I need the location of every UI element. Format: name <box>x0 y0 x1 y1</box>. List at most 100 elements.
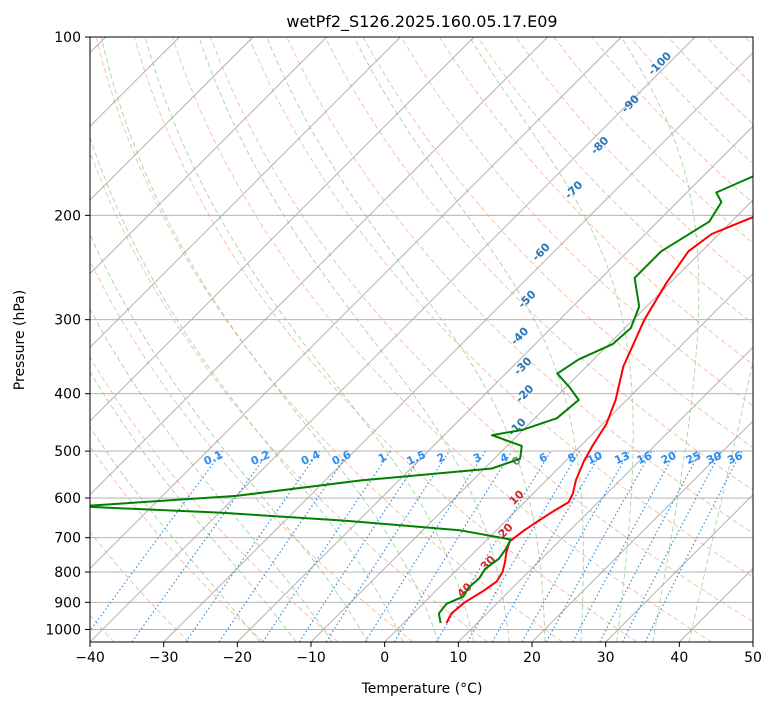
moist-adiabat <box>90 135 404 642</box>
dry-adiabat <box>400 37 753 407</box>
isotherm-line <box>90 37 475 422</box>
x-axis-title: Temperature (°C) <box>361 681 483 697</box>
x-tick-label: −40 <box>75 650 105 666</box>
profile-series <box>90 175 753 624</box>
x-tick-label: 20 <box>523 650 541 666</box>
y-tick-label: 700 <box>54 531 81 547</box>
temperature-line <box>445 216 753 624</box>
plot-area: 0.1 0.2 0.4 0.6 1 1.5 2 3 4 6 8 10 13 16 20 25 30 36-100-… <box>90 37 753 642</box>
mixing-ratio-label: 8 <box>566 451 578 466</box>
dry-adiabats <box>90 37 753 642</box>
dry-adiabat-label: -80 <box>588 134 611 157</box>
isotherm-line <box>384 273 753 642</box>
y-tick-label: 300 <box>54 313 81 329</box>
mixing-ratio-label: 20 <box>659 449 679 467</box>
moist-adiabat <box>100 37 439 642</box>
mixing-ratio-line <box>185 450 320 642</box>
x-tick-label: −10 <box>296 650 326 666</box>
mixing-ratio-line <box>262 450 392 642</box>
moist-adiabat <box>353 37 584 642</box>
mixing-ratio-line <box>435 450 552 642</box>
isotherm-line <box>90 37 696 642</box>
mixing-ratio-line <box>621 450 722 642</box>
mixing-ratio-line <box>325 450 450 642</box>
isotherm-line <box>237 125 753 642</box>
y-axis-title: Pressure (hPa) <box>12 290 28 390</box>
mixing-ratio-line <box>572 450 677 642</box>
dry-adiabat <box>706 37 753 86</box>
dry-adiabat <box>90 259 414 642</box>
dry-adiabat <box>90 531 190 642</box>
dry-adiabat <box>210 37 753 623</box>
moist-adiabat <box>90 233 369 642</box>
isotherm-line <box>163 52 753 642</box>
moist-adiabat <box>90 426 261 642</box>
y-tick-label: 800 <box>54 565 81 581</box>
isopleth-labels: 0.1 0.2 0.4 0.6 1 1.5 2 3 4 6 8 10 13 16 20 25 30 36-100-… <box>202 49 745 600</box>
dry-adiabat <box>133 37 638 642</box>
mixing-ratio-label: 3 <box>471 451 483 466</box>
mixing-ratio-line <box>545 450 653 642</box>
isotherm-line <box>90 37 622 569</box>
mixing-ratio-lines <box>90 450 743 642</box>
dry-adiabat-label: 10 <box>507 487 527 507</box>
moist-adiabat <box>198 37 510 642</box>
dry-adiabat <box>324 37 753 491</box>
mixing-ratio-line <box>521 450 631 642</box>
dry-adiabat-label: -60 <box>530 240 553 263</box>
isotherm-line <box>90 37 327 275</box>
moist-adiabat <box>266 37 546 642</box>
mixing-ratio-line <box>393 450 513 642</box>
dry-adiabat-label: -40 <box>508 324 531 347</box>
y-tick-label: 900 <box>54 595 81 611</box>
isotherms <box>90 37 753 642</box>
dry-adiabat-label: -100 <box>645 49 674 78</box>
moist-adiabat <box>688 359 753 642</box>
isotherm-line <box>458 346 753 642</box>
isotherm-line <box>679 567 753 642</box>
mixing-ratio-label: 13 <box>612 449 631 467</box>
dry-adiabat <box>95 37 563 642</box>
y-axis: 100 200 300 400 500 600 700 800 900 1000 <box>45 30 90 638</box>
x-tick-label: 30 <box>597 650 615 666</box>
y-tick-label: 600 <box>54 491 81 507</box>
dry-adiabat <box>90 445 264 642</box>
dry-adiabat <box>553 37 753 244</box>
dry-adiabat-label: -70 <box>562 178 585 201</box>
isotherm-line <box>752 641 753 642</box>
dry-adiabat <box>171 37 712 642</box>
dry-adiabat <box>591 37 753 204</box>
moist-adiabat <box>90 308 333 642</box>
dry-adiabat <box>362 37 753 449</box>
isotherm-line <box>90 37 548 496</box>
isotherm-line <box>310 199 753 642</box>
dry-adiabat <box>248 37 753 578</box>
moist-adiabats <box>90 37 753 642</box>
dry-adiabat <box>744 37 753 47</box>
mixing-ratio-line <box>599 450 702 642</box>
x-tick-label: 10 <box>449 650 467 666</box>
x-tick-label: 40 <box>670 650 688 666</box>
y-tick-label: 400 <box>54 387 81 403</box>
x-tick-label: 0 <box>380 650 389 666</box>
isotherm-line <box>605 494 753 642</box>
moist-adiabat <box>144 37 475 642</box>
isotherm-line <box>90 37 254 201</box>
mixing-ratio-label: 2 <box>435 451 447 466</box>
isotherm-line <box>531 420 753 642</box>
y-tick-label: 500 <box>54 444 81 460</box>
moist-adiabat <box>620 37 700 642</box>
x-axis: −40 −30 −20 −10 0 10 20 30 40 50 <box>75 642 762 666</box>
chart-title: wetPf2_S126.2025.160.05.17.E09 <box>286 12 557 32</box>
mixing-ratio-line <box>466 450 580 642</box>
mixing-ratio-label: 1 <box>376 451 388 466</box>
moist-adiabat <box>469 37 634 642</box>
dry-adiabat <box>439 37 753 365</box>
mixing-ratio-label: 30 <box>704 449 724 467</box>
mixing-ratio-line <box>131 450 270 642</box>
dry-adiabat-label: -30 <box>511 354 534 377</box>
mixing-ratio-label: 16 <box>635 449 655 467</box>
dry-adiabat-label: -90 <box>619 92 642 115</box>
y-tick-label: 100 <box>54 30 81 46</box>
